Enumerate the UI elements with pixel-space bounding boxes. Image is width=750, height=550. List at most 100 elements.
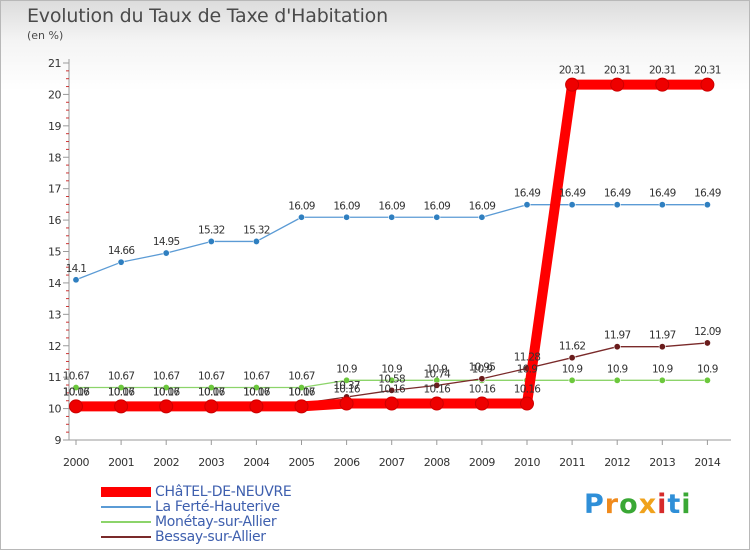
data-label: 10.9 <box>697 363 718 375</box>
data-point <box>613 376 621 384</box>
data-point <box>565 77 580 92</box>
legend-label: Monétay-sur-Allier <box>155 514 277 530</box>
x-tick-label: 2005 <box>289 456 315 469</box>
data-point <box>117 258 125 266</box>
data-label: 10.37 <box>333 380 360 392</box>
legend-label: Bessay-sur-Allier <box>155 529 266 545</box>
data-point <box>114 399 129 414</box>
data-point <box>655 77 670 92</box>
data-label: 16.09 <box>469 200 496 212</box>
x-tick-label: 2012 <box>604 456 630 469</box>
data-label: 10.67 <box>288 371 315 383</box>
data-label: 10.16 <box>63 387 91 399</box>
y-tick-label: 10 <box>48 403 61 416</box>
logo-letter: x <box>638 489 658 520</box>
data-point <box>568 354 576 362</box>
data-label: 11.97 <box>649 330 676 342</box>
data-label: 10.9 <box>562 363 583 375</box>
data-label: 10.95 <box>469 362 496 374</box>
data-label: 16.49 <box>559 188 586 200</box>
data-label: 11.28 <box>514 351 541 363</box>
x-tick-label: 2008 <box>424 456 450 469</box>
data-label: 10.9 <box>517 363 538 375</box>
data-label: 10.16 <box>469 384 497 396</box>
data-label: 10.16 <box>198 387 226 399</box>
data-label: 15.32 <box>243 224 270 236</box>
data-point <box>207 237 215 245</box>
data-point <box>703 376 711 384</box>
data-point <box>297 213 305 221</box>
x-tick-label: 2003 <box>198 456 224 469</box>
legend-swatch <box>101 487 151 497</box>
data-label: 20.31 <box>604 65 631 77</box>
data-label: 10.67 <box>108 371 135 383</box>
data-point <box>613 343 621 351</box>
x-tick-label: 2002 <box>153 456 179 469</box>
data-label: 10.16 <box>333 384 361 396</box>
data-point <box>474 396 489 411</box>
data-label: 16.09 <box>378 200 405 212</box>
data-label: 10.9 <box>381 363 402 375</box>
data-label: 10.16 <box>153 387 181 399</box>
data-point <box>520 396 534 411</box>
data-label: 20.31 <box>559 65 586 77</box>
data-point <box>162 384 170 392</box>
data-label: 10.67 <box>153 371 180 383</box>
logo-letter: i <box>657 489 668 520</box>
data-point <box>703 201 711 209</box>
proxiti-logo: Proxiti <box>584 489 692 520</box>
data-point <box>252 384 260 392</box>
data-label: 10.07 <box>63 386 90 398</box>
x-tick-label: 2000 <box>63 456 89 469</box>
data-label: 20.31 <box>649 65 676 77</box>
y-tick-label: 18 <box>48 151 61 164</box>
data-point <box>610 77 625 92</box>
data-label: 16.49 <box>514 188 541 200</box>
data-point <box>72 384 80 392</box>
data-point <box>249 399 264 414</box>
logo-letter: o <box>619 489 639 520</box>
x-tick-label: 2004 <box>243 456 269 469</box>
data-point <box>478 213 486 221</box>
data-point <box>159 399 174 414</box>
data-label: 10.16 <box>288 387 316 399</box>
y-tick-label: 20 <box>48 88 61 101</box>
y-tick-label: 14 <box>48 277 61 290</box>
data-label: 10.16 <box>424 384 452 396</box>
data-point <box>343 213 351 221</box>
data-point <box>297 384 305 392</box>
data-point <box>429 396 444 411</box>
data-label: 10.67 <box>198 371 225 383</box>
y-tick-label: 17 <box>48 183 61 196</box>
y-tick-label: 11 <box>48 371 61 384</box>
data-point <box>700 77 715 92</box>
data-label: 14.66 <box>108 245 136 257</box>
data-label: 16.49 <box>649 188 676 200</box>
x-tick-label: 2011 <box>559 456 585 469</box>
data-labels: 14.1 14.66 14.95 15.32 15.32 16.09 16.09 16.09 1… <box>63 65 722 399</box>
x-tick-label: 2006 <box>334 456 360 469</box>
data-point <box>252 237 260 245</box>
data-label: 10.07 <box>198 386 225 398</box>
data-point <box>433 213 441 221</box>
data-label: 16.09 <box>288 200 315 212</box>
data-label: 10.16 <box>378 384 406 396</box>
data-point <box>204 399 219 414</box>
data-label: 10.16 <box>514 384 542 396</box>
legend-label: La Ferté-Hauterive <box>155 499 280 515</box>
chart-axes: 9 10 11 12 13 14 15 16 17 18 19 20 21 2000 2001 2002 200… <box>48 57 731 469</box>
y-tick-label: 12 <box>48 340 61 353</box>
data-label: 10.16 <box>243 387 271 399</box>
logo-letter: i <box>681 489 692 520</box>
data-label: 11.97 <box>604 330 631 342</box>
y-tick-label: 16 <box>48 214 61 227</box>
data-label: 10.74 <box>424 368 452 380</box>
data-label: 10.9 <box>652 363 673 375</box>
data-label: 10.9 <box>336 363 357 375</box>
data-label: 14.1 <box>66 263 87 275</box>
data-label: 11.62 <box>559 341 586 353</box>
data-point <box>207 384 215 392</box>
data-label: 10.07 <box>288 386 315 398</box>
data-point <box>388 213 396 221</box>
